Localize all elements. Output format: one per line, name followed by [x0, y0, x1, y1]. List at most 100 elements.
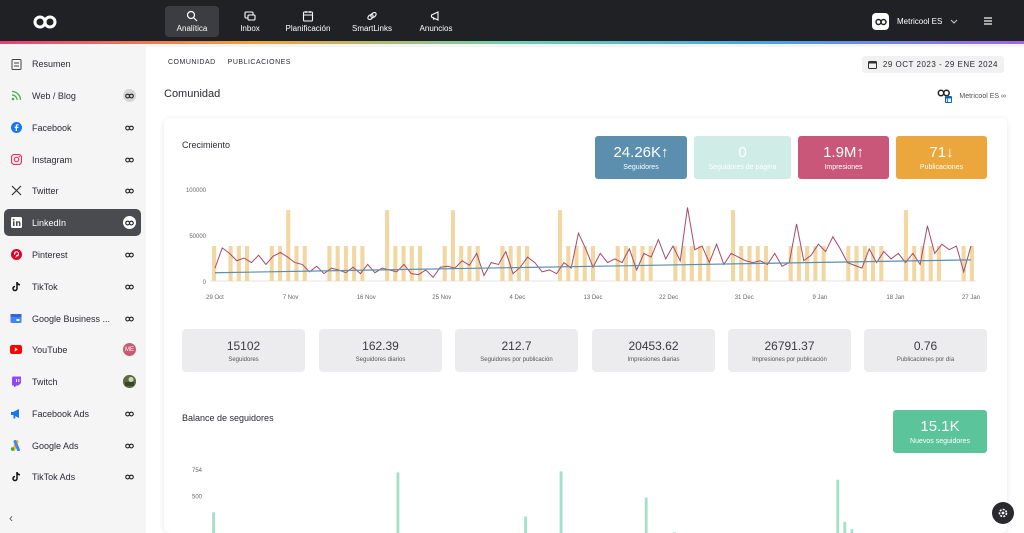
stat-label: Impresiones por publicación	[752, 356, 827, 363]
follower-balance-bar	[644, 497, 648, 533]
sidebar-item-youtube[interactable]: YouTube ME	[4, 336, 141, 363]
kpi-value: 15.1K	[920, 418, 960, 435]
twitch-icon	[10, 376, 22, 388]
nav-planificacion[interactable]: Planificación	[281, 6, 335, 37]
sidebar-item-tiktok[interactable]: TikTok	[4, 273, 141, 300]
sidebar-item-linkedin[interactable]: LinkedIn	[4, 209, 141, 236]
sidebar-item-facebook-ads[interactable]: Facebook Ads	[4, 400, 141, 427]
kpi-seguidores-pagina[interactable]: 0 Seguidores de página	[694, 136, 791, 179]
publication-bar	[582, 246, 587, 281]
publication-bar	[969, 246, 974, 281]
publication-bar	[854, 246, 859, 281]
kpi-label: Nuevos seguidores	[910, 438, 970, 445]
nav-inbox[interactable]: Inbox	[223, 6, 277, 37]
connection-status-icon	[123, 312, 136, 325]
x-tick-label: 18 Jan	[886, 295, 904, 301]
kpi-impresiones[interactable]: 1.9M↑ Impresiones	[798, 136, 889, 179]
publication-bar	[475, 246, 480, 281]
tab-comunidad[interactable]: COMUNIDAD	[168, 59, 216, 66]
brand-selector[interactable]: Metricool ES	[872, 13, 958, 30]
hamburger-menu-icon[interactable]	[983, 16, 993, 26]
growth-chart[interactable]: 100000 50000 0 29 Oct 7 Nov 16 Nov 25 Nov 4 Dec…	[178, 183, 990, 308]
kpi-nuevos-seguidores[interactable]: 15.1K Nuevos seguidores	[893, 410, 987, 453]
connection-status-icon	[123, 216, 136, 229]
linkedin-icon	[10, 217, 22, 229]
sidebar-item-twitch[interactable]: Twitch	[4, 368, 141, 395]
settings-button[interactable]	[992, 502, 1014, 524]
growth-title: Crecimiento	[182, 140, 231, 150]
publication-bar	[525, 246, 530, 281]
sidebar-item-facebook[interactable]: Facebook	[4, 114, 141, 141]
sidebar-item-resumen[interactable]: Resumen	[4, 50, 141, 77]
metricool-logo-icon[interactable]	[33, 14, 57, 30]
kpi-value: 71	[929, 144, 947, 161]
kpi-value: 1.9M	[823, 144, 857, 161]
y-tick-label: 0	[203, 280, 207, 286]
kpi-value: 24.26K	[613, 144, 662, 161]
sidebar-item-tiktok-ads[interactable]: TikTok Ads	[4, 463, 141, 490]
gear-icon	[998, 508, 1008, 518]
publication-bar	[212, 246, 217, 281]
nav-anuncios[interactable]: Anuncios	[409, 6, 463, 37]
sidebar-item-twitter[interactable]: Twitter	[4, 177, 141, 204]
growth-card: Crecimiento 24.26K↑ Seguidores 0 Seguido…	[164, 118, 1007, 533]
instagram-icon	[10, 154, 22, 166]
nav-analitica[interactable]: Analítica	[165, 6, 219, 37]
clipboard-icon	[10, 58, 22, 70]
kpi-seguidores[interactable]: 24.26K↑ Seguidores	[595, 136, 687, 179]
stat-card: 26791.37 Impresiones por publicación	[728, 329, 851, 372]
stat-card: 15102 Seguidores	[182, 329, 305, 372]
publication-bar	[928, 246, 933, 281]
follower-balance-bar	[396, 472, 400, 533]
sidebar-item-label: Google Business ...	[32, 313, 111, 324]
publication-bar	[574, 246, 579, 281]
connection-status-icon	[123, 248, 136, 261]
sidebar-item-label: Twitch	[32, 376, 58, 387]
publication-bar	[681, 246, 686, 281]
publication-bar	[557, 210, 563, 281]
publication-bar	[360, 246, 365, 281]
publication-bar	[335, 246, 340, 281]
publication-bar	[730, 210, 736, 281]
main-nav: Analítica Inbox Planificación SmartLinks…	[165, 6, 463, 37]
publication-bar	[615, 246, 620, 281]
sidebar-item-google-business[interactable]: Google Business ...	[4, 305, 141, 332]
google-business-icon	[10, 313, 22, 325]
publication-bar	[673, 246, 678, 281]
stat-card: 212.7 Seguidores por publicación	[455, 329, 578, 372]
balance-chart[interactable]: 754 500	[178, 458, 990, 533]
kpi-publicaciones[interactable]: 71↓ Publicaciones	[896, 136, 987, 179]
publication-bar	[590, 246, 596, 281]
stat-value: 26791.37	[764, 338, 815, 353]
collapse-sidebar-button[interactable]: ‹	[9, 511, 13, 525]
date-range-text: 29 OCT 2023 - 29 ENE 2024	[882, 60, 998, 69]
publication-bar	[903, 210, 909, 281]
publication-bar	[343, 246, 348, 281]
sidebar-item-google-ads[interactable]: Google Ads	[4, 432, 141, 459]
link-icon	[367, 11, 377, 21]
publication-bar	[245, 246, 250, 281]
connection-status-icon	[123, 184, 136, 197]
stat-card: 162.39 Seguidores diarios	[319, 329, 442, 372]
tab-publicaciones[interactable]: PUBLICACIONES	[227, 59, 291, 66]
sidebar-item-instagram[interactable]: Instagram	[4, 146, 141, 173]
sidebar-item-web-blog[interactable]: Web / Blog	[4, 82, 141, 109]
sidebar-item-pinterest[interactable]: Pinterest	[4, 241, 141, 268]
rss-icon	[10, 90, 22, 102]
publication-bar	[277, 246, 283, 281]
stat-value: 212.7	[501, 338, 532, 353]
channel-avatar: ME	[123, 343, 136, 356]
nav-label: SmartLinks	[351, 24, 392, 33]
kpi-value: 0	[738, 144, 747, 161]
youtube-icon	[10, 344, 22, 356]
connection-status-icon	[123, 407, 136, 420]
nav-smartlinks[interactable]: SmartLinks	[339, 6, 405, 37]
stat-value: 20453.62	[628, 338, 679, 353]
publication-bar	[879, 246, 884, 281]
publication-bar	[516, 246, 521, 281]
publication-bar	[236, 246, 241, 281]
x-tick-label: 31 Dec	[735, 295, 754, 301]
publication-bar	[936, 246, 941, 281]
nav-label: Planificación	[285, 24, 331, 33]
date-range-picker[interactable]: 29 OCT 2023 - 29 ENE 2024	[861, 56, 1004, 73]
